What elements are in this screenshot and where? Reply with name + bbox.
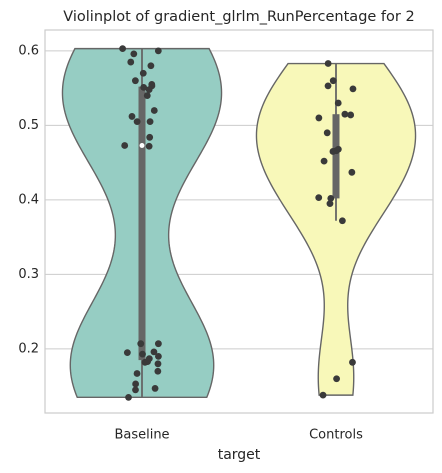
point (119, 45, 127, 53)
point (143, 92, 151, 99)
point (155, 352, 162, 360)
point (145, 86, 153, 94)
point (324, 82, 332, 90)
point (154, 47, 162, 55)
point (121, 142, 129, 149)
point (146, 133, 154, 141)
y-tick-label: 0.4 (18, 192, 39, 207)
point (141, 358, 149, 366)
point (127, 58, 135, 66)
point (326, 200, 334, 208)
point (140, 83, 148, 91)
point (145, 142, 153, 150)
point (131, 77, 139, 85)
y-tick-label: 0.5 (18, 118, 39, 133)
point (324, 60, 332, 67)
point (334, 99, 342, 107)
point (130, 50, 138, 58)
point (348, 168, 356, 176)
point (315, 114, 323, 122)
point (154, 340, 162, 348)
box (138, 86, 146, 361)
point (320, 157, 328, 165)
point (154, 360, 162, 368)
point (150, 348, 158, 356)
point (128, 113, 136, 120)
point (137, 340, 145, 348)
point (146, 118, 154, 126)
point (150, 107, 158, 114)
point (133, 118, 141, 126)
x-tick-label: Controls (309, 428, 363, 443)
violin (255, 62, 417, 396)
point (123, 349, 131, 357)
y-tick-label: 0.2 (18, 341, 39, 356)
median (139, 142, 145, 148)
point (333, 375, 340, 383)
x-tick-label: Baseline (114, 428, 169, 443)
point (139, 69, 147, 77)
point (329, 77, 337, 85)
point (347, 111, 355, 119)
point (154, 367, 162, 375)
point (323, 129, 331, 137)
point (139, 350, 146, 358)
point (133, 370, 141, 377)
point (125, 393, 132, 401)
point (349, 85, 357, 93)
point (315, 194, 323, 202)
point (349, 358, 356, 366)
plot-frame (44, 29, 434, 414)
y-tick-label: 0.6 (18, 43, 39, 58)
point (147, 62, 155, 70)
point (132, 386, 139, 394)
chart-title: Violinplot of gradient_glrlm_RunPercenta… (63, 9, 414, 25)
point (329, 148, 337, 155)
x-axis-label: target (218, 447, 261, 463)
point (341, 110, 349, 118)
box (332, 114, 340, 199)
point (151, 385, 159, 392)
point (132, 380, 140, 388)
point (319, 391, 327, 399)
y-tick-label: 0.3 (18, 267, 39, 282)
point (327, 195, 335, 202)
point (338, 217, 346, 225)
